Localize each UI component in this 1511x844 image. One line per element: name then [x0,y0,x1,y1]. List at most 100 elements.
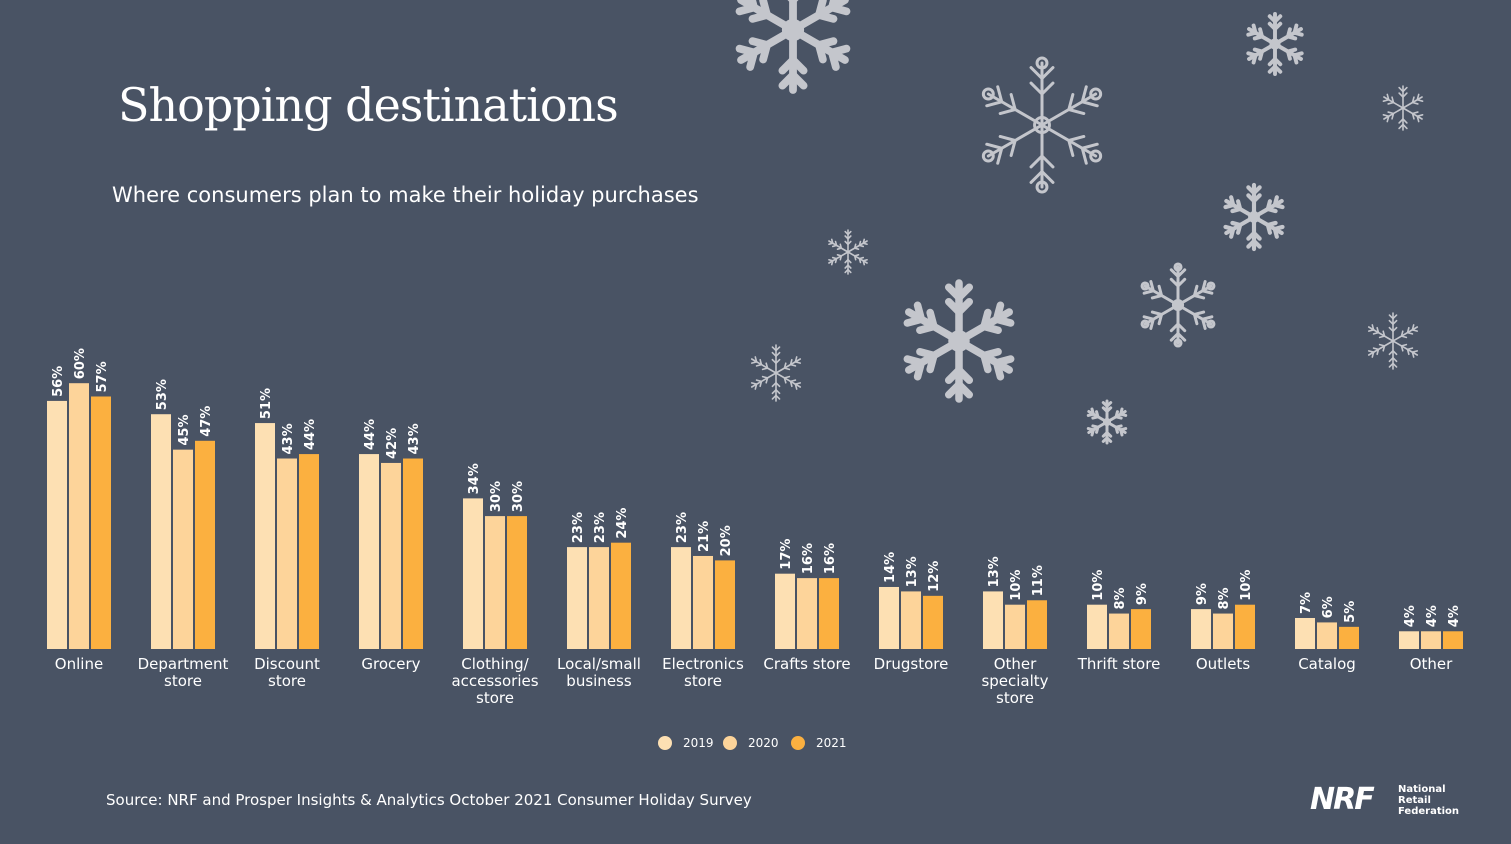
bar [151,414,171,649]
bar [983,591,1003,649]
logo-word: Retail [1398,795,1431,806]
data-label: 9% [1135,583,1150,605]
data-label: 8% [1113,587,1128,609]
data-label: 45% [177,415,192,446]
data-label: 30% [511,481,526,512]
bar [277,458,297,649]
category-label: Clothing/ [461,655,529,673]
bar [1443,631,1463,649]
category-label: Outlets [1196,655,1250,673]
data-label: 44% [303,419,318,450]
category-label: accessories [451,672,538,690]
data-label: 4% [1447,605,1462,627]
category-label: Drugstore [874,655,949,673]
data-label: 42% [385,428,400,459]
data-label: 21% [697,521,712,552]
bar [1213,613,1233,649]
category-label: store [476,689,514,707]
source-note: Source: NRF and Prosper Insights & Analy… [106,791,752,809]
data-label: 17% [779,539,794,570]
bar [1005,604,1025,649]
data-label: 10% [1239,570,1254,601]
category-label: Grocery [361,655,420,673]
data-label: 44% [363,419,378,450]
data-label: 24% [615,508,630,539]
data-label: 53% [155,379,170,410]
data-label: 10% [1091,570,1106,601]
page-title: Shopping destinations [118,78,619,132]
data-label: 12% [927,561,942,592]
bar [1339,626,1359,649]
bar [1421,631,1441,649]
bar [381,462,401,649]
legend-label: 2019 [683,736,714,750]
category-label: Department [138,655,229,673]
data-label: 9% [1195,583,1210,605]
data-label: 60% [73,348,88,379]
bar [1317,622,1337,649]
bar [359,454,379,649]
data-label: 30% [489,481,504,512]
category-label: Local/small [557,655,641,673]
category-label: Other [1410,655,1453,673]
data-label: 6% [1321,596,1336,618]
bar [255,423,275,649]
data-label: 4% [1403,605,1418,627]
bar [195,440,215,649]
data-label: 13% [905,556,920,587]
data-label: 8% [1217,587,1232,609]
data-label: 13% [987,556,1002,587]
bar [901,591,921,649]
bar [567,547,587,649]
bar [1399,631,1419,649]
logo-words: National Retail Federation [1398,784,1459,817]
bar [589,547,609,649]
bar [1087,604,1107,649]
category-label: business [566,672,632,690]
bar [879,586,899,649]
category-label: store [268,672,306,690]
category-label: Online [55,655,103,673]
category-label: Discount [254,655,320,673]
bar [91,396,111,649]
category-label: Catalog [1298,655,1356,673]
bar [671,547,691,649]
data-label: 47% [199,406,214,437]
data-label: 14% [883,552,898,583]
logo-mark: NRF [1310,782,1375,817]
data-label: 5% [1343,601,1358,623]
data-label: 10% [1009,570,1024,601]
bar [299,454,319,649]
data-label: 11% [1031,565,1046,596]
data-label: 4% [1425,605,1440,627]
category-label: store [164,672,202,690]
legend-swatch [658,736,672,750]
data-label: 23% [675,512,690,543]
bar [1109,613,1129,649]
category-label: Electronics [662,655,744,673]
bar [1235,604,1255,649]
bar [693,555,713,649]
category-label: store [684,672,722,690]
logo-word: National [1398,784,1446,795]
bar [69,383,89,649]
bar [1027,600,1047,649]
legend-swatch [723,736,737,750]
category-label: Crafts store [763,655,850,673]
bar [923,595,943,649]
data-label: 7% [1299,592,1314,614]
bar [507,516,527,649]
data-label: 23% [593,512,608,543]
bar [485,516,505,649]
bar [715,560,735,649]
bar [1295,617,1315,649]
bar [463,498,483,649]
logo-word: Federation [1398,806,1460,817]
page-subtitle: Where consumers plan to make their holid… [112,183,699,207]
data-label: 56% [51,366,66,397]
bar [819,578,839,649]
data-label: 16% [801,543,816,574]
bar [1191,609,1211,649]
category-label: Other [994,655,1037,673]
bar [797,578,817,649]
